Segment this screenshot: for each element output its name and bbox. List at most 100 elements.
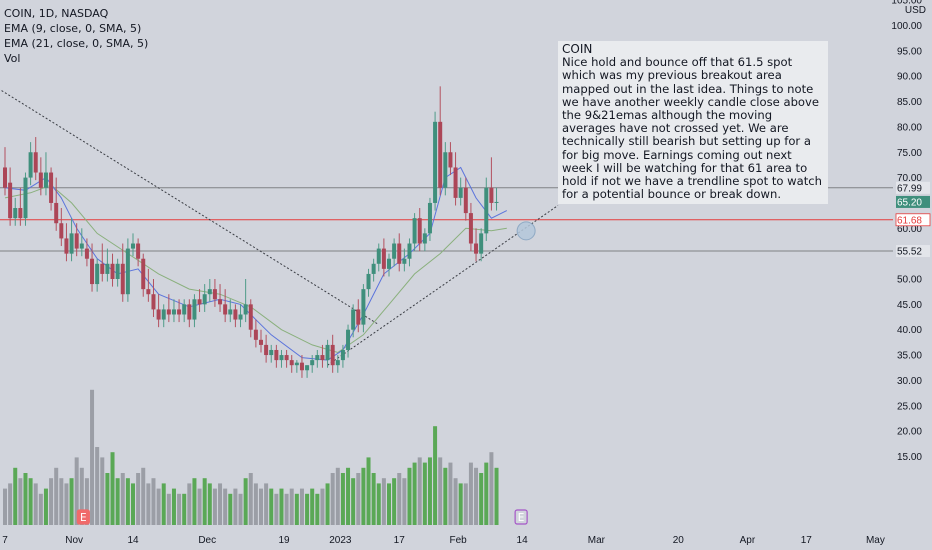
price-tick: 40.00 [897, 325, 922, 336]
volume-bar [448, 462, 453, 525]
volume-bar [453, 478, 458, 525]
volume-bar [238, 493, 243, 525]
volume-bar [233, 488, 238, 525]
candle-body [18, 208, 23, 219]
candle-body [417, 218, 422, 244]
idea-note: COIN Nice hold and bounce off that 61.5 … [558, 41, 828, 205]
price-tick: 35.00 [897, 351, 922, 362]
candle-body [474, 243, 479, 254]
volume-bar [259, 488, 263, 525]
candle-body [397, 243, 402, 264]
candle-body [115, 263, 120, 279]
earnings-badge [514, 509, 528, 525]
candle-body [141, 258, 146, 290]
candle-body [448, 152, 453, 168]
legend-ema9[interactable]: EMA (9, close, 0, SMA, 5) [4, 22, 142, 35]
volume-bar [407, 467, 412, 525]
candle-body [299, 362, 304, 371]
volume-bar [177, 493, 182, 525]
candle-body [284, 355, 289, 361]
trendlines [0, 89, 559, 366]
volume-bar [105, 473, 110, 525]
volume-bar [54, 467, 59, 525]
candle-body [463, 187, 468, 214]
time-tick: Mar [588, 535, 606, 546]
price-label: 61.68 [897, 215, 922, 226]
candle-body [238, 314, 243, 320]
volume-bar [182, 493, 187, 525]
candle-body [43, 172, 48, 188]
volume-bar [49, 478, 54, 525]
price-tick: 80.00 [897, 122, 922, 133]
candle-body [38, 172, 43, 188]
candle-body [340, 349, 345, 361]
candle-body [484, 187, 489, 234]
price-tick: 75.00 [897, 148, 922, 159]
volume-bars [3, 389, 499, 525]
volume-bar [397, 473, 402, 525]
volume-bar [325, 483, 330, 525]
volume-bar [479, 473, 484, 525]
candle-body [407, 243, 412, 259]
candle-body [84, 248, 89, 259]
chart-legend: COIN, 1D, NASDAQ EMA (9, close, 0, SMA, … [4, 6, 148, 66]
candle-body [346, 329, 351, 350]
candle-body [376, 248, 381, 264]
candle-body [458, 187, 463, 198]
time-tick: Dec [198, 535, 216, 546]
candle-body [136, 243, 141, 259]
time-tick: May [866, 535, 885, 546]
price-tick: 95.00 [897, 46, 922, 57]
candle-body [110, 263, 115, 279]
volume-bar [212, 488, 217, 525]
volume-bar [381, 478, 386, 525]
volume-bar [18, 478, 23, 525]
candle-body [187, 304, 192, 320]
volume-bar [197, 488, 202, 525]
volume-bar [120, 473, 125, 525]
candle-body [90, 258, 95, 285]
candle-body [310, 360, 315, 366]
candle-body [171, 309, 176, 315]
volume-bar [23, 473, 28, 525]
price-tick: 70.00 [897, 173, 922, 184]
candle-body [233, 309, 238, 320]
time-tick: 19 [278, 535, 290, 546]
volume-bar [494, 467, 499, 525]
candle-body [28, 152, 33, 178]
candle-body [259, 339, 263, 345]
candle-body [8, 182, 13, 219]
volume-bar [489, 452, 494, 525]
candle-body [3, 167, 7, 188]
volume-bar [417, 457, 422, 525]
bounce-marker [516, 221, 536, 241]
legend-volume[interactable]: Vol [4, 52, 21, 65]
earnings-label: E [80, 512, 87, 524]
candle-body [207, 289, 212, 295]
volume-bar [202, 478, 207, 525]
candle-body [325, 344, 330, 361]
candle-body [443, 152, 448, 188]
candle-body [177, 309, 182, 315]
candle-body [54, 202, 59, 224]
candle-body [166, 309, 171, 315]
candle-body [305, 365, 310, 371]
legend-ema21[interactable]: EMA (21, close, 0, SMA, 5) [4, 37, 149, 50]
volume-bar [74, 457, 79, 525]
candle-body [79, 243, 84, 249]
candle-body [105, 263, 110, 274]
legend-symbol[interactable]: COIN, 1D, NASDAQ [4, 7, 109, 20]
volume-bar [463, 483, 468, 525]
candle-body [351, 309, 356, 330]
candle-body [33, 152, 38, 173]
candle-body [151, 294, 156, 310]
volume-bar [223, 488, 228, 525]
volume-bar [125, 478, 130, 525]
candle-body [131, 243, 135, 249]
candle-body [294, 362, 299, 366]
volume-bar [207, 483, 212, 525]
volume-bar [284, 493, 289, 525]
price-label: 55.52 [897, 247, 922, 258]
